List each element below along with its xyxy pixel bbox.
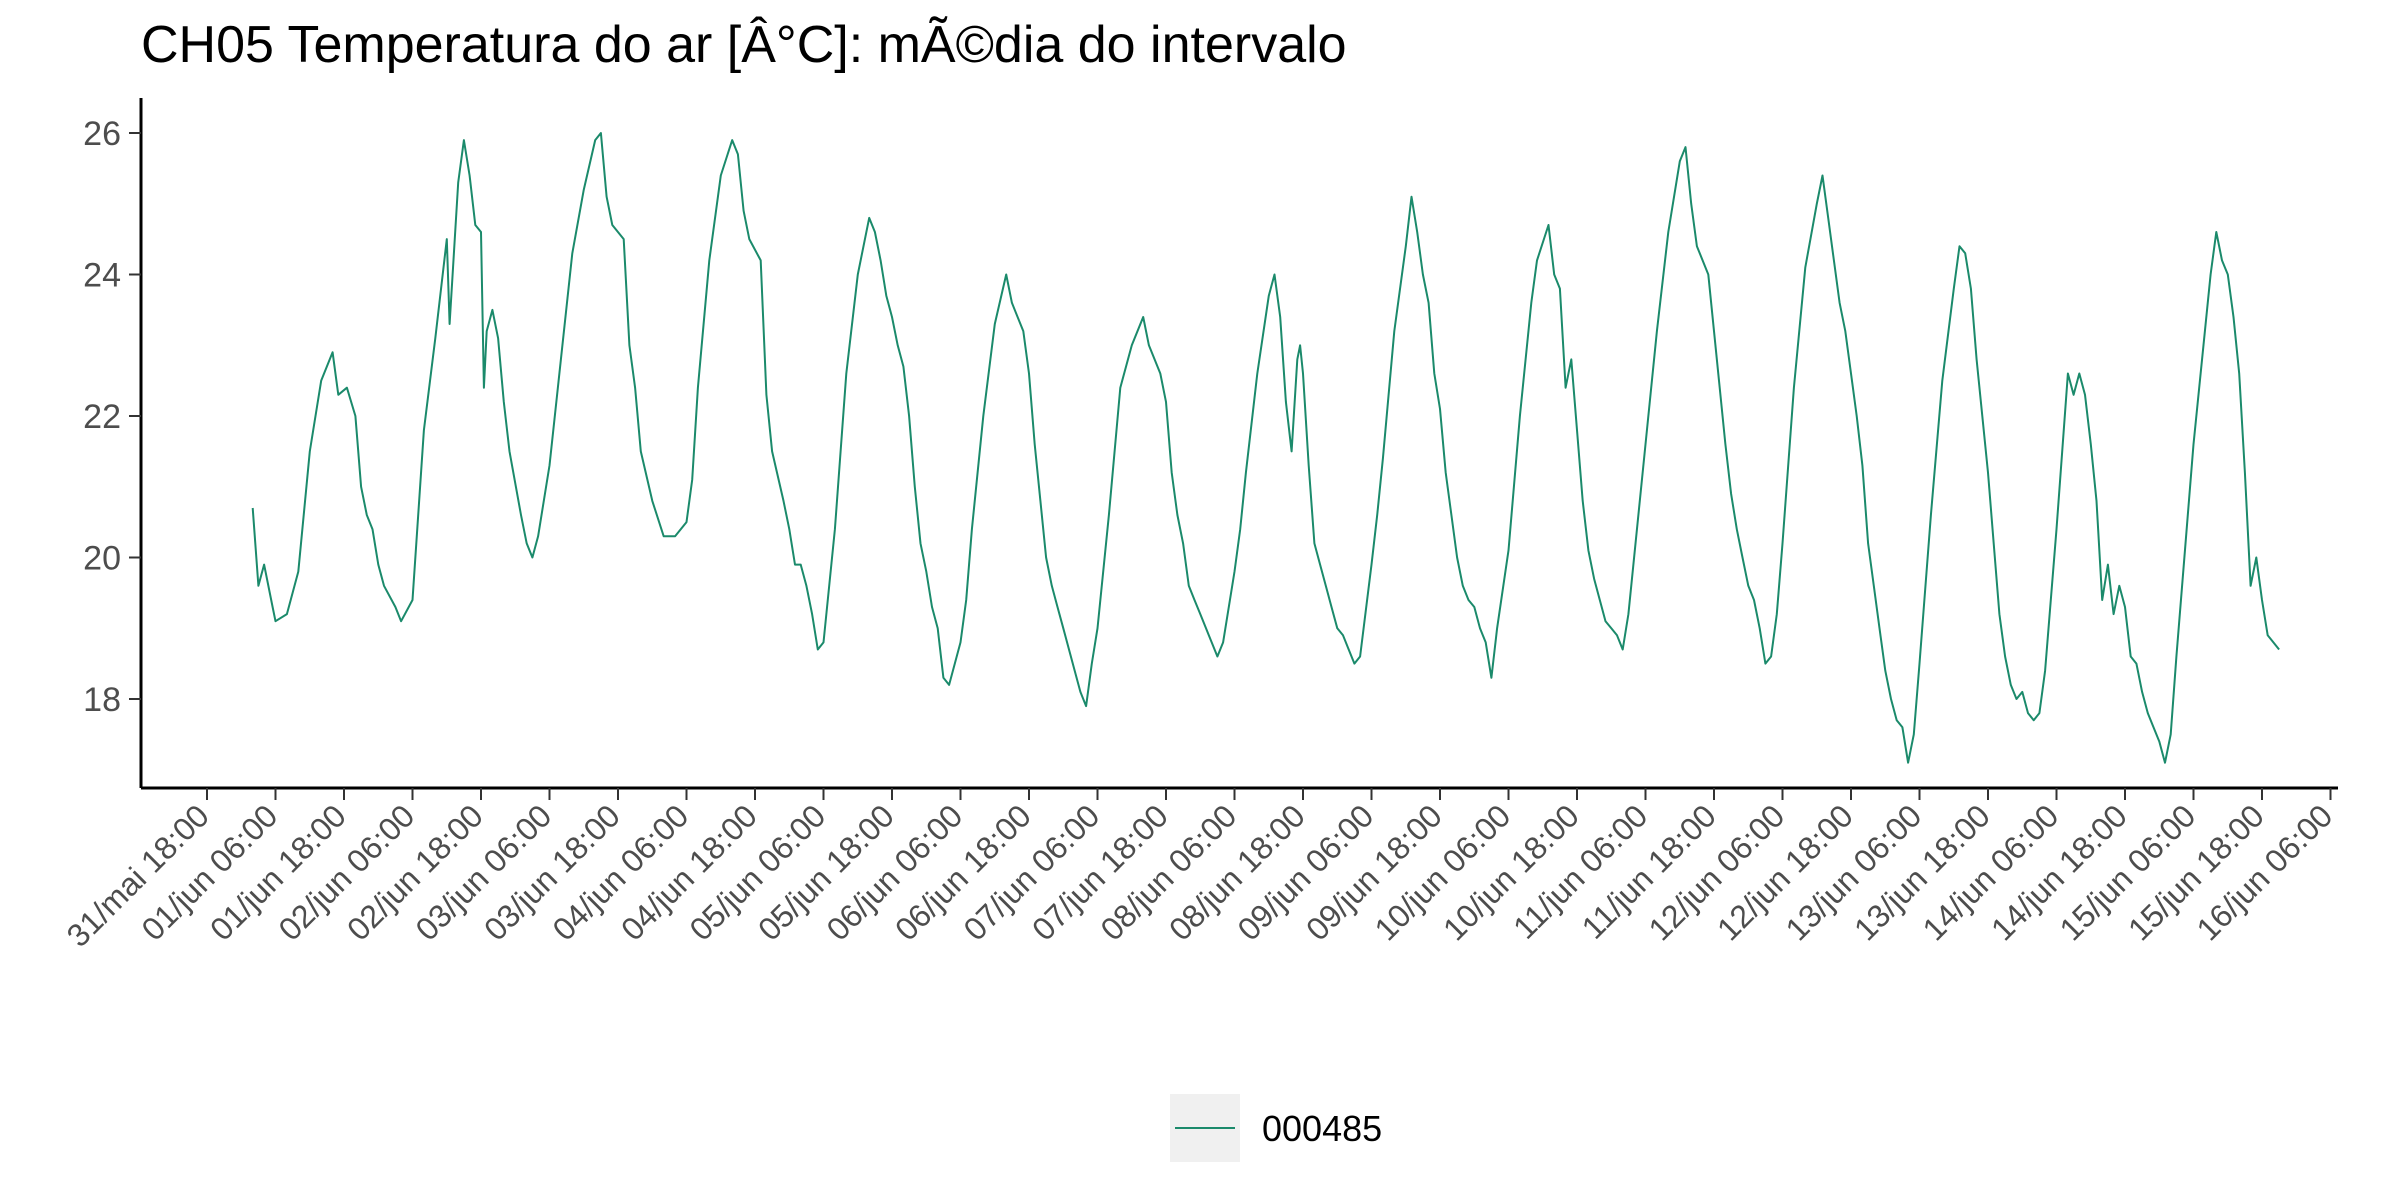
y-tick-label: 26 <box>83 115 121 153</box>
y-tick-label: 18 <box>83 681 121 719</box>
y-tick-label: 20 <box>83 540 121 578</box>
series-line-000485 <box>251 132 2280 764</box>
y-axis: 18 20 22 24 26 <box>83 98 143 788</box>
y-tick-label: 22 <box>83 398 121 436</box>
chart-title: CH05 Temperatura do ar [Â°C]: mÃ©dia do … <box>141 16 1347 74</box>
legend: 000485 <box>1170 1094 1382 1162</box>
y-tick-label: 24 <box>83 257 121 295</box>
legend-label-000485: 000485 <box>1262 1108 1382 1149</box>
plot-area <box>251 132 2280 764</box>
